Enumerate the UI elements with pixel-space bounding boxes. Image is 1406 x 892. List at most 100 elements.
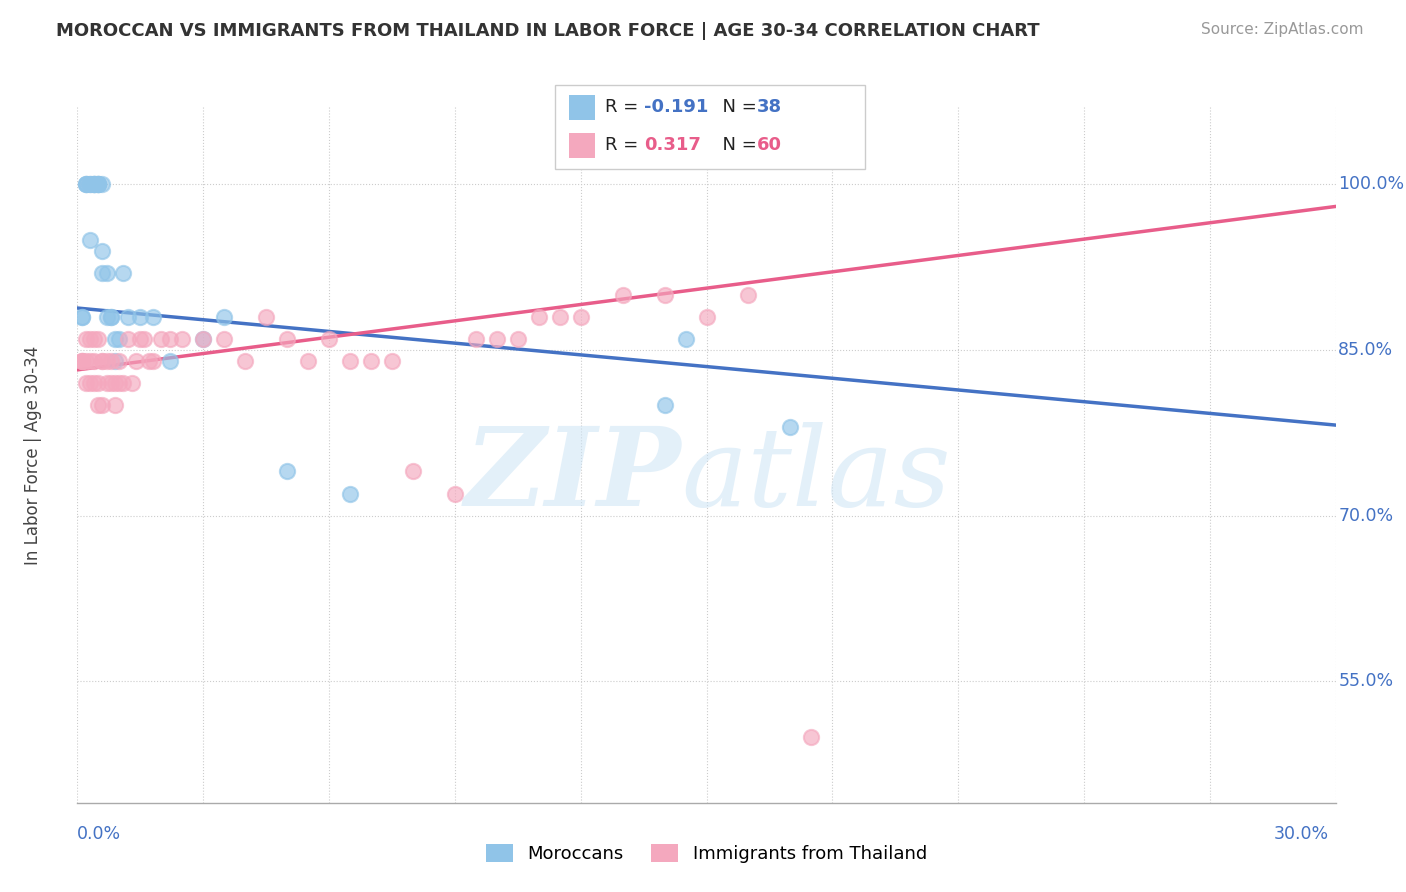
Point [87,178,110,192]
Point [83,178,105,192]
Point [134,332,156,346]
Point [800,730,823,744]
Point [75,178,97,192]
Point [129,310,152,324]
Point [75,178,97,192]
Text: -0.191: -0.191 [644,98,709,116]
Point [112,266,135,280]
Text: 30.0%: 30.0% [1274,825,1329,843]
Text: ZIP: ZIP [465,422,682,530]
Point [233,354,256,368]
Point [70,354,93,368]
Point [91,244,114,258]
Point [696,310,718,324]
Point [104,376,127,391]
Point [91,354,114,368]
Point [527,310,550,324]
Point [100,310,122,324]
Point [318,332,340,346]
Point [117,310,139,324]
Point [172,332,194,346]
Point [87,178,110,192]
Point [79,178,101,192]
Text: 0.0%: 0.0% [77,825,121,843]
Point [104,332,127,346]
Point [83,332,105,346]
Point [548,310,571,324]
Point [87,332,110,346]
Text: 38: 38 [756,98,782,116]
Text: 60: 60 [756,136,782,154]
Point [104,398,127,412]
Point [339,486,361,500]
Point [91,354,114,368]
Point [83,178,105,192]
Text: R =: R = [605,98,644,116]
Text: Source: ZipAtlas.com: Source: ZipAtlas.com [1201,22,1364,37]
Point [108,354,131,368]
Text: 70.0%: 70.0% [1339,507,1393,524]
Point [159,332,181,346]
Point [79,376,101,391]
Point [612,287,634,301]
Point [91,398,114,412]
Point [142,354,165,368]
Point [79,178,101,192]
Point [87,178,110,192]
Point [737,287,759,301]
Point [79,354,101,368]
Point [212,332,235,346]
Point [100,310,122,324]
Point [117,332,139,346]
Text: N =: N = [711,136,763,154]
Point [112,376,135,391]
Point [79,233,101,247]
Point [75,332,97,346]
Text: 0.317: 0.317 [644,136,700,154]
Point [83,178,105,192]
Text: 85.0%: 85.0% [1339,341,1393,359]
Point [654,398,676,412]
Point [79,332,101,346]
Point [121,376,143,391]
Point [381,354,404,368]
Text: 55.0%: 55.0% [1339,673,1393,690]
Text: R =: R = [605,136,644,154]
Point [125,354,148,368]
Point [675,332,697,346]
Text: MOROCCAN VS IMMIGRANTS FROM THAILAND IN LABOR FORCE | AGE 30-34 CORRELATION CHAR: MOROCCAN VS IMMIGRANTS FROM THAILAND IN … [56,22,1040,40]
Text: In Labor Force | Age 30-34: In Labor Force | Age 30-34 [24,345,42,565]
Point [297,354,319,368]
Point [402,465,425,479]
Point [70,354,93,368]
Point [104,354,127,368]
Point [212,310,235,324]
Point [138,354,160,368]
Point [100,354,122,368]
Point [254,310,277,324]
Legend: Moroccans, Immigrants from Thailand: Moroccans, Immigrants from Thailand [479,837,934,871]
Point [142,310,165,324]
Point [96,376,118,391]
Point [96,266,118,280]
Text: N =: N = [711,98,763,116]
Point [654,287,676,301]
Point [87,398,110,412]
Point [75,178,97,192]
Text: 100.0%: 100.0% [1339,176,1405,194]
Point [87,178,110,192]
Point [276,332,298,346]
Point [569,310,592,324]
Point [100,376,122,391]
Point [339,354,361,368]
Point [75,376,97,391]
Point [276,465,298,479]
Point [87,376,110,391]
Point [91,266,114,280]
Point [83,354,105,368]
Point [108,332,131,346]
Point [506,332,529,346]
Point [108,376,131,391]
Point [159,354,181,368]
Point [70,354,93,368]
